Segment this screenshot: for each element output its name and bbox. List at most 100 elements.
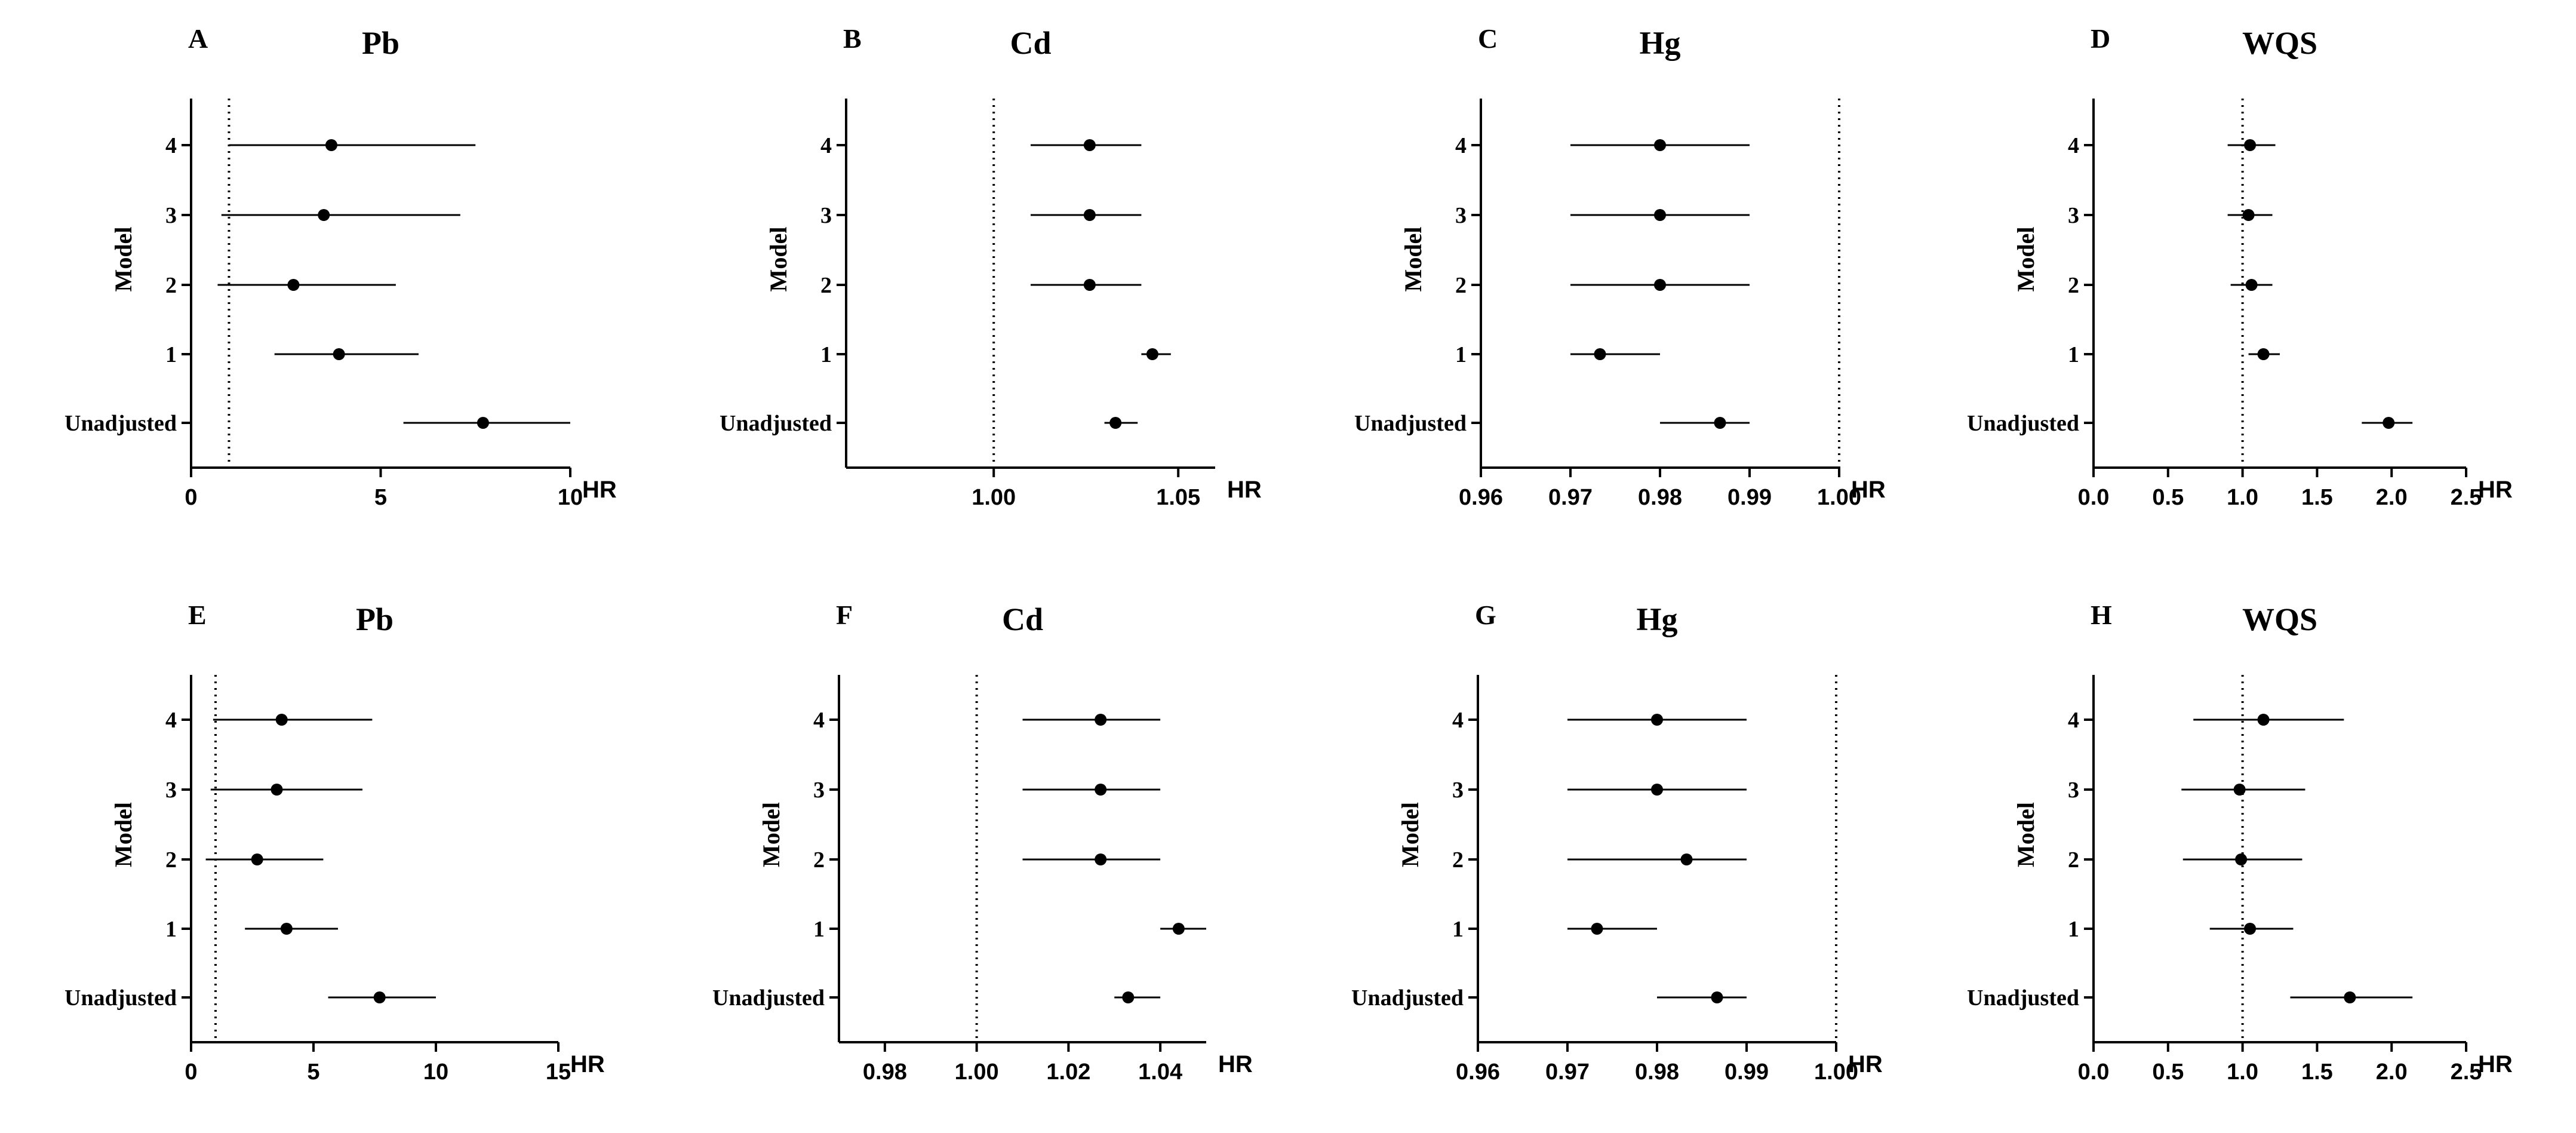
panel-letter-a: A — [188, 23, 208, 54]
hr-point-h — [2244, 923, 2257, 935]
x-tick-label-b: 1.05 — [1156, 485, 1200, 510]
x-axis-title-h: HR — [2478, 1051, 2513, 1077]
panel-letter-b: B — [843, 23, 862, 54]
hr-point-a — [477, 417, 489, 429]
hr-point-h — [2235, 853, 2248, 865]
x-tick-label-a: 0 — [185, 485, 197, 510]
hr-point-b — [1146, 348, 1158, 360]
y-category-label-d: 4 — [2068, 133, 2079, 158]
panel-letter-h: H — [2091, 600, 2112, 630]
y-category-label-d: 1 — [2068, 342, 2079, 367]
hr-point-b — [1109, 417, 1122, 429]
y-category-label-a: Unadjusted — [64, 411, 177, 436]
panel-letter-d: D — [2091, 23, 2110, 54]
x-tick-label-d: 1.0 — [2227, 485, 2258, 510]
x-tick-label-f: 1.00 — [955, 1060, 999, 1085]
panel-title-f-cd: Cd — [1002, 601, 1043, 637]
y-category-label-g: 4 — [1452, 708, 1464, 733]
x-tick-label-d: 0.5 — [2152, 485, 2184, 510]
y-axis-title-a: Model — [110, 227, 137, 292]
hr-point-b — [1083, 139, 1096, 151]
x-tick-label-f: 0.98 — [863, 1060, 907, 1085]
hr-point-h — [2344, 991, 2356, 1003]
x-tick-label-c: 0.99 — [1727, 485, 1772, 510]
y-category-label-f: 3 — [813, 778, 825, 803]
panel-letter-c: C — [1478, 23, 1498, 54]
hr-point-f — [1095, 714, 1107, 726]
hr-point-e — [270, 784, 283, 796]
panel-title-h-wqs: WQS — [2242, 601, 2317, 637]
hr-point-b — [1083, 279, 1096, 291]
y-category-label-e: 2 — [165, 848, 177, 873]
y-category-label-c: 3 — [1455, 203, 1467, 228]
hr-point-c — [1594, 348, 1606, 360]
y-category-label-h: 2 — [2068, 848, 2079, 873]
x-tick-label-c: 0.97 — [1548, 485, 1593, 510]
hr-point-e — [280, 923, 293, 935]
y-category-label-h: 4 — [2068, 708, 2079, 733]
x-tick-label-g: 0.99 — [1724, 1060, 1769, 1085]
hr-point-c — [1654, 209, 1666, 221]
x-tick-label-c: 1.00 — [1817, 485, 1861, 510]
x-tick-label-f: 1.04 — [1138, 1060, 1182, 1085]
x-axis-title-c: HR — [1851, 477, 1886, 503]
x-tick-label-b: 1.00 — [972, 485, 1016, 510]
x-axis-title-d: HR — [2478, 477, 2513, 503]
hr-point-c — [1654, 279, 1666, 291]
hr-point-g — [1680, 853, 1693, 865]
hr-point-d — [2245, 279, 2258, 291]
y-category-label-f: 1 — [813, 917, 825, 942]
y-category-label-g: 2 — [1452, 848, 1464, 873]
x-tick-label-e: 10 — [423, 1060, 448, 1085]
hr-point-e — [251, 853, 263, 865]
panel-title-e-pb: Pb — [356, 601, 394, 637]
y-category-label-a: 3 — [165, 203, 177, 228]
x-tick-label-h: 0.0 — [2078, 1060, 2110, 1085]
panel-title-d-wqs: WQS — [2242, 25, 2317, 61]
panel-letter-f: F — [836, 600, 853, 630]
y-category-label-g: 1 — [1452, 917, 1464, 942]
hr-point-b — [1083, 209, 1096, 221]
x-tick-label-a: 10 — [558, 485, 583, 510]
x-tick-label-d: 1.5 — [2301, 485, 2333, 510]
panel-letter-e: E — [188, 600, 207, 630]
y-axis-title-c: Model — [1400, 227, 1427, 292]
y-category-label-h: Unadjusted — [1967, 985, 2079, 1011]
y-category-label-f: Unadjusted — [712, 985, 825, 1011]
hr-point-g — [1651, 784, 1663, 796]
hr-point-g — [1591, 923, 1603, 935]
hr-point-f — [1122, 991, 1135, 1003]
x-tick-label-d: 0.0 — [2078, 485, 2110, 510]
hr-point-a — [325, 139, 337, 151]
hr-point-c — [1714, 417, 1726, 429]
y-category-label-e: 4 — [165, 708, 177, 733]
y-category-label-f: 2 — [813, 848, 825, 873]
hr-point-h — [2233, 784, 2246, 796]
hr-point-a — [318, 209, 330, 221]
y-category-label-h: 3 — [2068, 778, 2079, 803]
y-category-label-g: 3 — [1452, 778, 1464, 803]
y-category-label-c: 2 — [1455, 273, 1467, 298]
panel-title-g-hg: Hg — [1636, 601, 1677, 637]
y-axis-title-d: Model — [2012, 227, 2039, 292]
y-axis-title-e: Model — [110, 802, 137, 867]
x-axis-title-f: HR — [1218, 1051, 1253, 1077]
hr-point-e — [275, 714, 288, 726]
y-axis-title-h: Model — [2012, 802, 2039, 867]
y-category-label-d: 2 — [2068, 273, 2079, 298]
x-tick-label-e: 0 — [185, 1060, 197, 1085]
hr-point-d — [2242, 209, 2255, 221]
x-axis-title-a: HR — [582, 477, 617, 503]
x-tick-label-d: 2.0 — [2376, 485, 2408, 510]
y-category-label-e: 1 — [165, 917, 177, 942]
y-category-label-b: 1 — [820, 342, 832, 367]
x-tick-label-f: 1.02 — [1046, 1060, 1090, 1085]
x-tick-label-h: 1.0 — [2227, 1060, 2258, 1085]
panel-letter-g: G — [1475, 600, 1496, 630]
x-tick-label-e: 15 — [546, 1060, 571, 1085]
x-axis-title-g: HR — [1848, 1051, 1883, 1077]
y-axis-title-f: Model — [758, 802, 785, 867]
x-tick-label-e: 5 — [307, 1060, 319, 1085]
x-tick-label-d: 2.5 — [2451, 485, 2482, 510]
